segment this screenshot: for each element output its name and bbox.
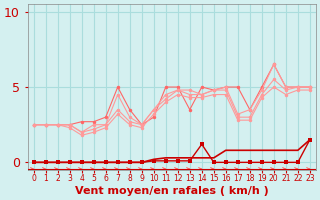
X-axis label: Vent moyen/en rafales ( km/h ): Vent moyen/en rafales ( km/h ) — [75, 186, 268, 196]
